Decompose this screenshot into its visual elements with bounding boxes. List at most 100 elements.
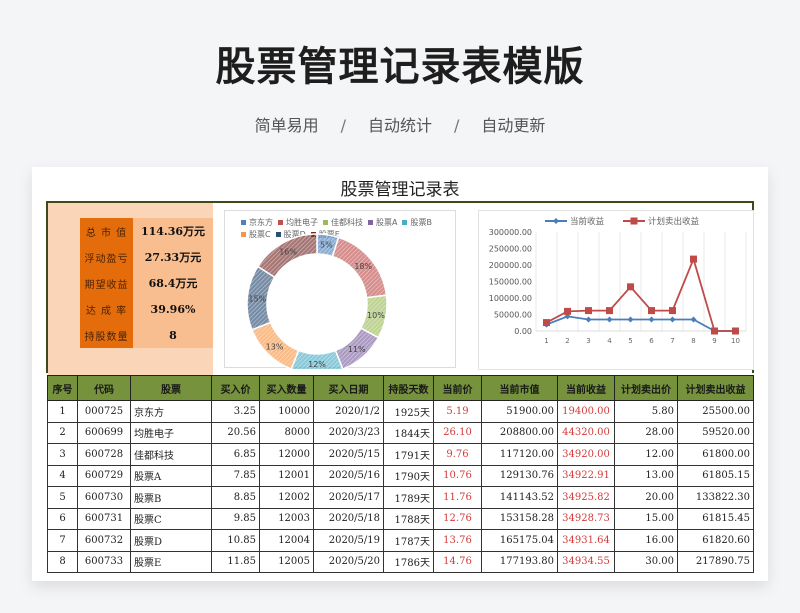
cell-index[interactable]: 4 (47, 464, 78, 487)
cell-market-value[interactable]: 51900.00 (481, 400, 558, 423)
cell-code[interactable]: 600731 (77, 507, 131, 530)
cell-buy-price[interactable]: 7.85 (211, 464, 260, 487)
table-row[interactable]: 4 600729 股票A 7.85 12001 2020/5/16 1790天 10.76 12… (47, 464, 754, 487)
col-header-days-held[interactable]: 持股天数 (383, 375, 434, 401)
table-row[interactable]: 3 600728 佳都科技 6.85 12000 2020/5/15 1791天 9.76 11… (47, 443, 754, 466)
cell-buy-date[interactable]: 2020/1/2 (313, 400, 384, 423)
cell-buy-qty[interactable]: 8000 (259, 421, 314, 444)
col-header-target-price[interactable]: 计划卖出价 (614, 375, 678, 401)
cell-code[interactable]: 600699 (77, 421, 131, 444)
cell-market-value[interactable]: 208800.00 (481, 421, 558, 444)
cell-buy-date[interactable]: 2020/5/15 (313, 443, 384, 466)
cell-target-price[interactable]: 15.00 (614, 507, 678, 530)
cell-days-held[interactable]: 1786天 (383, 550, 434, 573)
cell-stock[interactable]: 股票D (130, 529, 212, 552)
cell-buy-qty[interactable]: 12001 (259, 464, 314, 487)
cell-code[interactable]: 600730 (77, 486, 131, 509)
cell-buy-price[interactable]: 20.56 (211, 421, 260, 444)
cell-buy-date[interactable]: 2020/5/16 (313, 464, 384, 487)
cell-buy-price[interactable]: 6.85 (211, 443, 260, 466)
col-header-index[interactable]: 序号 (47, 375, 78, 401)
col-header-market-value[interactable]: 当前市值 (481, 375, 558, 401)
cell-code[interactable]: 600732 (77, 529, 131, 552)
table-row[interactable]: 8 600733 股票E 11.85 12005 2020/5/20 1786天 14.76 1… (47, 550, 754, 573)
col-header-current-price[interactable]: 当前价 (433, 375, 482, 401)
cell-current-price[interactable]: 9.76 (433, 443, 482, 466)
cell-target-price[interactable]: 30.00 (614, 550, 678, 573)
cell-days-held[interactable]: 1788天 (383, 507, 434, 530)
cell-target-gain[interactable]: 217890.75 (677, 550, 754, 573)
cell-buy-qty[interactable]: 12004 (259, 529, 314, 552)
cell-current-gain[interactable]: 19400.00 (557, 400, 615, 423)
cell-current-gain[interactable]: 34928.73 (557, 507, 615, 530)
cell-market-value[interactable]: 129130.76 (481, 464, 558, 487)
cell-market-value[interactable]: 177193.80 (481, 550, 558, 573)
cell-current-gain[interactable]: 34922.91 (557, 464, 615, 487)
col-header-current-gain[interactable]: 当前收益 (557, 375, 615, 401)
cell-code[interactable]: 600729 (77, 464, 131, 487)
cell-days-held[interactable]: 1791天 (383, 443, 434, 466)
cell-buy-qty[interactable]: 12002 (259, 486, 314, 509)
col-header-buy-price[interactable]: 买入价 (211, 375, 260, 401)
cell-buy-price[interactable]: 3.25 (211, 400, 260, 423)
cell-current-gain[interactable]: 44320.00 (557, 421, 615, 444)
cell-buy-date[interactable]: 2020/5/20 (313, 550, 384, 573)
cell-stock[interactable]: 股票A (130, 464, 212, 487)
cell-stock[interactable]: 均胜电子 (130, 421, 212, 444)
table-row[interactable]: 6 600731 股票C 9.85 12003 2020/5/18 1788天 12.76 15… (47, 507, 754, 530)
cell-current-price[interactable]: 26.10 (433, 421, 482, 444)
cell-stock[interactable]: 股票B (130, 486, 212, 509)
cell-stock[interactable]: 股票E (130, 550, 212, 573)
cell-index[interactable]: 3 (47, 443, 78, 466)
cell-current-price[interactable]: 5.19 (433, 400, 482, 423)
cell-market-value[interactable]: 117120.00 (481, 443, 558, 466)
cell-buy-price[interactable]: 9.85 (211, 507, 260, 530)
cell-index[interactable]: 2 (47, 421, 78, 444)
col-header-target-gain[interactable]: 计划卖出收益 (677, 375, 754, 401)
cell-target-price[interactable]: 13.00 (614, 464, 678, 487)
cell-code[interactable]: 000725 (77, 400, 131, 423)
col-header-code[interactable]: 代码 (77, 375, 131, 401)
cell-target-price[interactable]: 5.80 (614, 400, 678, 423)
cell-index[interactable]: 6 (47, 507, 78, 530)
cell-current-price[interactable]: 11.76 (433, 486, 482, 509)
cell-market-value[interactable]: 141143.52 (481, 486, 558, 509)
table-row[interactable]: 2 600699 均胜电子 20.56 8000 2020/3/23 1844天 26.10 2… (47, 421, 754, 444)
cell-buy-date[interactable]: 2020/5/18 (313, 507, 384, 530)
cell-index[interactable]: 1 (47, 400, 78, 423)
cell-market-value[interactable]: 165175.04 (481, 529, 558, 552)
cell-current-gain[interactable]: 34920.00 (557, 443, 615, 466)
cell-target-gain[interactable]: 61800.00 (677, 443, 754, 466)
cell-buy-date[interactable]: 2020/5/19 (313, 529, 384, 552)
cell-target-price[interactable]: 12.00 (614, 443, 678, 466)
cell-days-held[interactable]: 1844天 (383, 421, 434, 444)
cell-buy-qty[interactable]: 12003 (259, 507, 314, 530)
cell-target-price[interactable]: 16.00 (614, 529, 678, 552)
cell-index[interactable]: 5 (47, 486, 78, 509)
cell-target-gain[interactable]: 133822.30 (677, 486, 754, 509)
table-row[interactable]: 5 600730 股票B 8.85 12002 2020/5/17 1789天 11.76 14… (47, 486, 754, 509)
col-header-buy-date[interactable]: 买入日期 (313, 375, 384, 401)
cell-days-held[interactable]: 1787天 (383, 529, 434, 552)
col-header-buy-qty[interactable]: 买入数量 (259, 375, 314, 401)
cell-buy-price[interactable]: 10.85 (211, 529, 260, 552)
cell-current-price[interactable]: 14.76 (433, 550, 482, 573)
cell-stock[interactable]: 佳都科技 (130, 443, 212, 466)
table-row[interactable]: 1 000725 京东方 3.25 10000 2020/1/2 1925天 5.19 5190… (47, 400, 754, 423)
cell-target-gain[interactable]: 59520.00 (677, 421, 754, 444)
cell-buy-date[interactable]: 2020/3/23 (313, 421, 384, 444)
cell-buy-qty[interactable]: 12000 (259, 443, 314, 466)
cell-target-gain[interactable]: 25500.00 (677, 400, 754, 423)
cell-days-held[interactable]: 1925天 (383, 400, 434, 423)
cell-code[interactable]: 600728 (77, 443, 131, 466)
cell-target-gain[interactable]: 61815.45 (677, 507, 754, 530)
cell-days-held[interactable]: 1790天 (383, 464, 434, 487)
cell-current-price[interactable]: 12.76 (433, 507, 482, 530)
cell-current-price[interactable]: 13.76 (433, 529, 482, 552)
cell-days-held[interactable]: 1789天 (383, 486, 434, 509)
cell-stock[interactable]: 股票C (130, 507, 212, 530)
cell-current-price[interactable]: 10.76 (433, 464, 482, 487)
cell-current-gain[interactable]: 34925.82 (557, 486, 615, 509)
cell-index[interactable]: 7 (47, 529, 78, 552)
cell-buy-qty[interactable]: 10000 (259, 400, 314, 423)
